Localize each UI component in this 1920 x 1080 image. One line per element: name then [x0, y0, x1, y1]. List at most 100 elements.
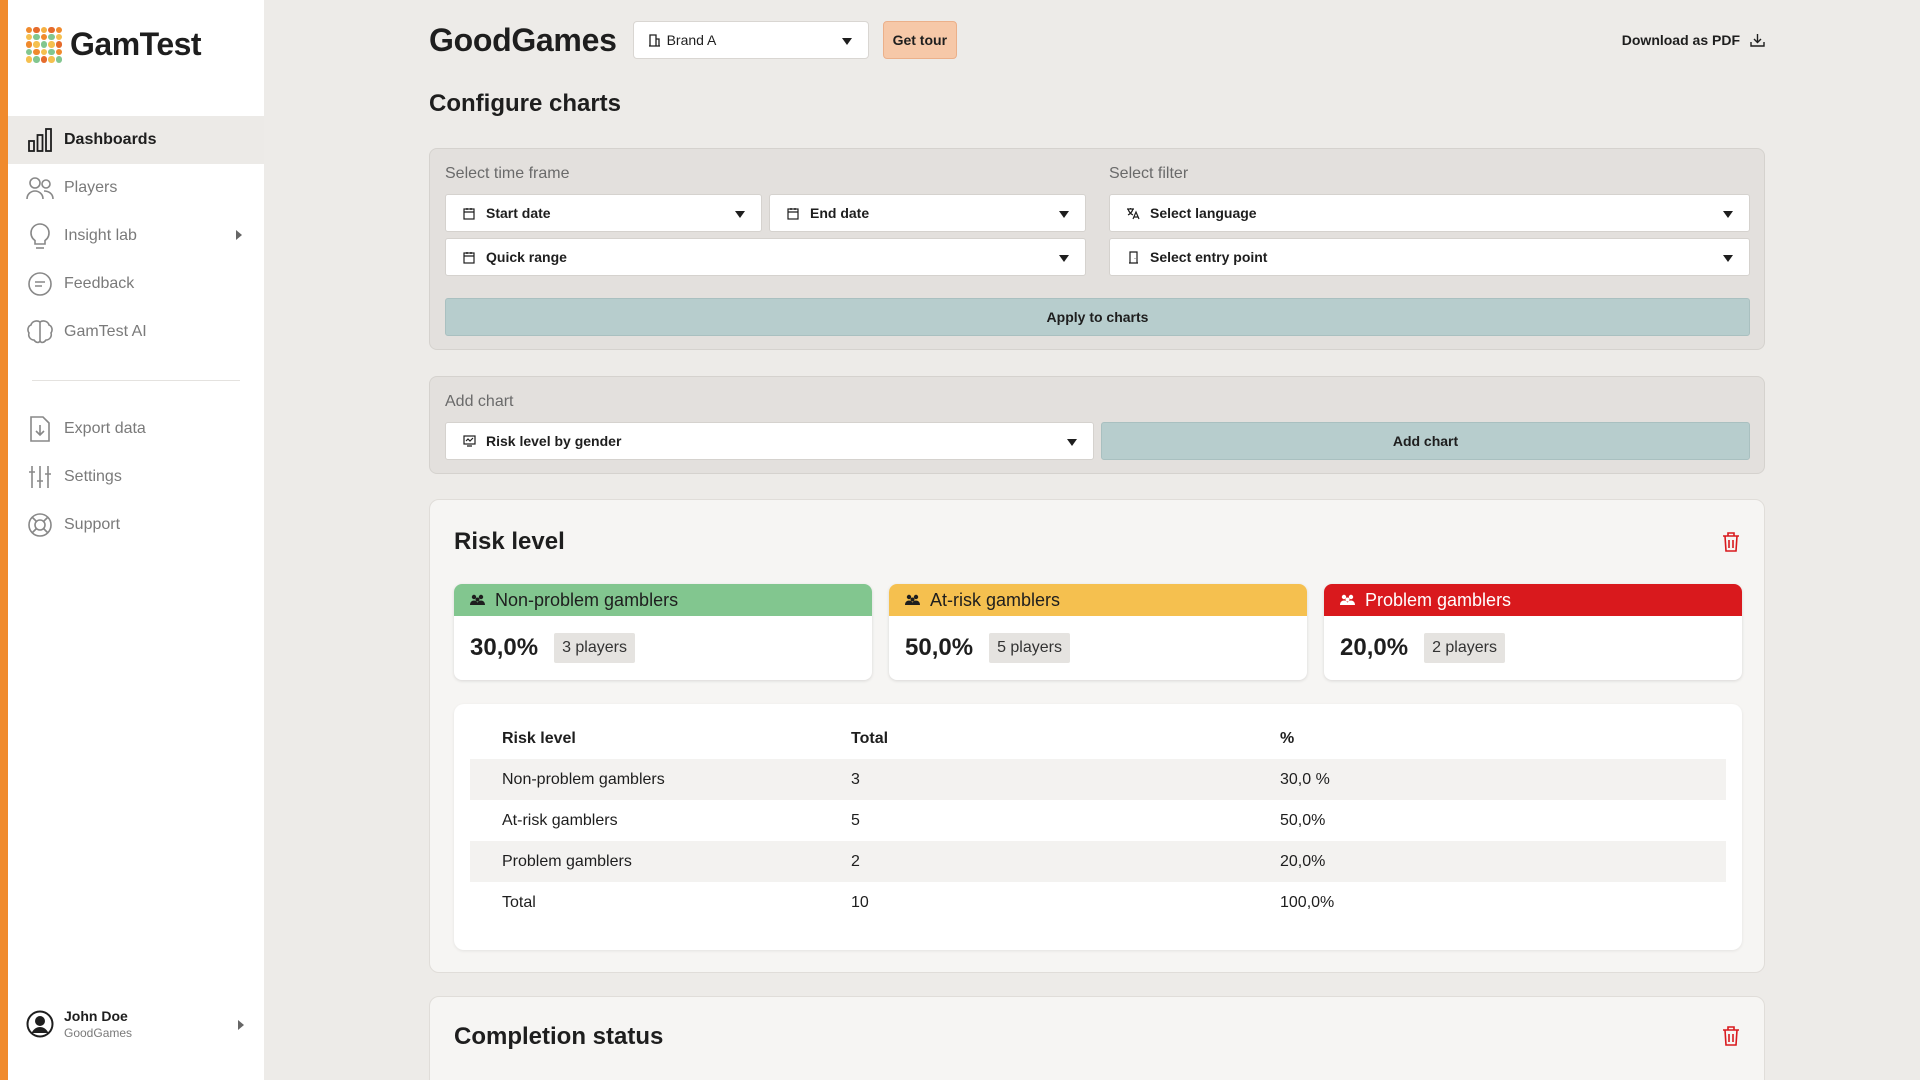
group-icon — [1340, 594, 1355, 606]
quick-range-label: Quick range — [486, 249, 567, 265]
sidebar: GamTest Dashboards Players Insight lab — [8, 0, 264, 1080]
stat-percentage: 30,0% — [470, 634, 539, 661]
stat-card-header: Problem gamblers — [1324, 584, 1742, 616]
sidebar-item-gamtest-ai[interactable]: GamTest AI — [8, 308, 264, 356]
get-tour-button[interactable]: Get tour — [882, 21, 958, 59]
sidebar-divider — [32, 380, 240, 381]
group-icon — [905, 594, 920, 606]
table-row: At-risk gamblers 5 50,0% — [470, 800, 1726, 841]
start-date-select[interactable]: Start date — [445, 194, 762, 232]
table-cell: 3 — [851, 770, 860, 788]
language-select[interactable]: Select language — [1109, 194, 1750, 232]
column-header: % — [1280, 729, 1295, 747]
column-header: Total — [851, 729, 889, 747]
table-cell: Problem gamblers — [502, 852, 632, 870]
sidebar-accent-strip — [0, 0, 8, 1080]
entry-point-select[interactable]: Select entry point — [1109, 238, 1750, 276]
player-count-badge: 2 players — [1424, 633, 1505, 663]
sidebar-item-label: Dashboards — [64, 131, 157, 148]
chart-icon — [462, 434, 476, 448]
calendar-icon — [462, 206, 476, 220]
risk-level-card: Risk level Non-problem gamblers 30,0% 3 … — [429, 499, 1765, 973]
stat-label: At-risk gamblers — [930, 589, 1061, 610]
table-row: Problem gamblers 2 20,0% — [470, 841, 1726, 882]
stat-card-non-problem: Non-problem gamblers 30,0% 3 players — [454, 584, 872, 680]
end-date-label: End date — [810, 205, 870, 221]
chevron-down-icon — [1723, 211, 1733, 218]
sidebar-item-feedback[interactable]: Feedback — [8, 260, 264, 308]
avatar — [26, 1010, 54, 1038]
sidebar-item-label: Feedback — [64, 275, 135, 292]
chevron-right-icon — [236, 230, 242, 240]
table-row: Total 10 100,0% — [470, 882, 1726, 923]
sidebar-item-label: Players — [64, 179, 118, 196]
apply-to-charts-button[interactable]: Apply to charts — [445, 298, 1750, 336]
trash-icon[interactable] — [1722, 1026, 1740, 1046]
table-header-row: Risk level Total % — [470, 718, 1726, 759]
chevron-down-icon — [735, 211, 745, 218]
sidebar-item-dashboards[interactable]: Dashboards — [8, 116, 264, 164]
chart-type-value: Risk level by gender — [486, 433, 622, 449]
brand-select[interactable]: Brand A — [632, 21, 869, 59]
stat-percentage: 50,0% — [905, 634, 974, 661]
filter-label: Select filter — [1109, 165, 1189, 182]
sidebar-item-players[interactable]: Players — [8, 164, 264, 212]
table-cell: At-risk gamblers — [502, 811, 618, 829]
app-logo[interactable]: GamTest — [26, 26, 202, 63]
chevron-down-icon — [1059, 211, 1069, 218]
sidebar-item-export-data[interactable]: Export data — [8, 405, 264, 453]
logo-icon — [26, 26, 62, 63]
stat-card-at-risk: At-risk gamblers 50,0% 5 players — [889, 584, 1307, 680]
add-chart-label: Add chart — [445, 393, 514, 410]
entry-point-label: Select entry point — [1150, 249, 1268, 265]
sliders-icon — [26, 463, 54, 491]
sidebar-item-label: Support — [64, 516, 121, 533]
table-cell: 50,0% — [1280, 811, 1326, 829]
table-cell: 30,0 % — [1280, 770, 1330, 788]
add-chart-panel: Add chart Risk level by gender Add chart — [429, 376, 1765, 474]
chart-type-select[interactable]: Risk level by gender — [445, 422, 1094, 460]
sidebar-item-insight-lab[interactable]: Insight lab — [8, 212, 264, 260]
time-frame-label: Select time frame — [445, 165, 570, 182]
table-cell: 100,0% — [1280, 893, 1335, 911]
lifebuoy-icon — [26, 511, 54, 539]
sidebar-nav: Dashboards Players Insight lab Feedback — [8, 116, 264, 549]
end-date-select[interactable]: End date — [769, 194, 1086, 232]
header: GoodGames Brand A Get tour Download as P… — [429, 21, 1765, 59]
stat-label: Problem gamblers — [1365, 589, 1512, 610]
bar-chart-icon — [26, 126, 54, 154]
table-cell: 2 — [851, 852, 860, 870]
sidebar-item-settings[interactable]: Settings — [8, 453, 264, 501]
user-name: John Doe — [64, 1008, 128, 1024]
lightbulb-icon — [26, 222, 54, 250]
user-menu[interactable]: John Doe GoodGames — [26, 1008, 246, 1040]
page-title: GoodGames — [429, 21, 617, 58]
configure-panel: Select time frame Select filter Start da… — [429, 148, 1765, 350]
file-download-icon — [26, 415, 54, 443]
configure-charts-title: Configure charts — [429, 90, 622, 117]
column-header: Risk level — [502, 729, 576, 747]
add-chart-button[interactable]: Add chart — [1101, 422, 1750, 460]
table-cell: 5 — [851, 811, 860, 829]
sidebar-item-support[interactable]: Support — [8, 501, 264, 549]
building-icon — [648, 33, 661, 47]
download-pdf-button[interactable]: Download as PDF — [1622, 21, 1765, 59]
card-title: Completion status — [454, 1023, 664, 1050]
chevron-down-icon — [1067, 439, 1077, 446]
chevron-down-icon — [1059, 255, 1069, 262]
stat-label: Non-problem gamblers — [495, 589, 679, 610]
chevron-down-icon — [841, 38, 852, 45]
stat-percentage: 20,0% — [1340, 634, 1409, 661]
table-cell: 10 — [851, 893, 869, 911]
table-cell: Non-problem gamblers — [502, 770, 665, 788]
user-org: GoodGames — [64, 1026, 133, 1040]
brand-select-value: Brand A — [666, 32, 717, 48]
quick-range-select[interactable]: Quick range — [445, 238, 1086, 276]
stat-card-header: Non-problem gamblers — [454, 584, 872, 616]
sidebar-item-label: Settings — [64, 468, 122, 485]
download-pdf-label: Download as PDF — [1621, 32, 1740, 48]
main-content: GoodGames Brand A Get tour Download as P… — [264, 0, 1920, 1080]
trash-icon[interactable] — [1722, 532, 1740, 552]
sidebar-item-label: GamTest AI — [64, 323, 147, 340]
translate-icon — [1126, 206, 1140, 220]
